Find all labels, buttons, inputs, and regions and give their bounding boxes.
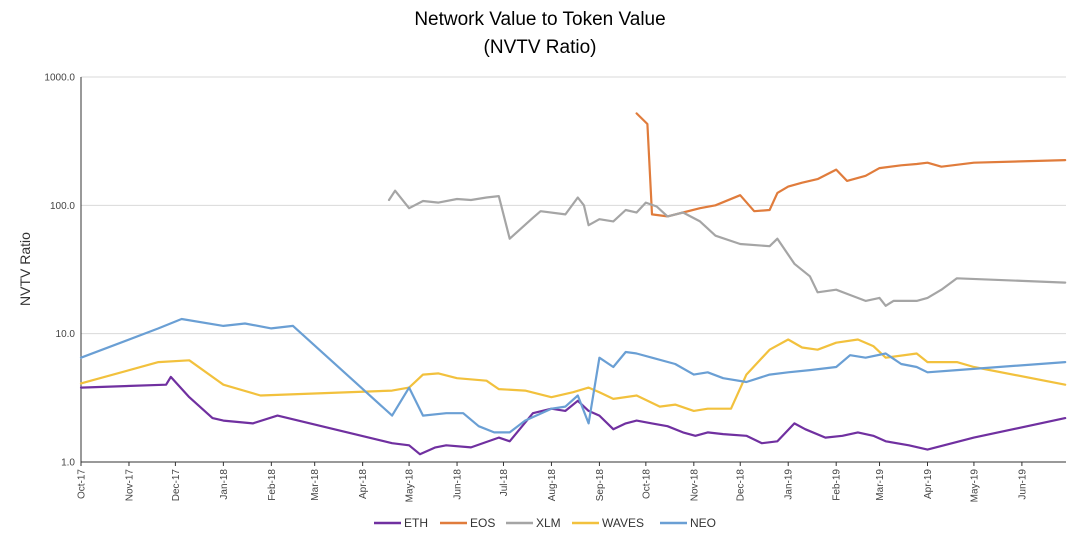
y-tick-label: 1000.0	[44, 73, 75, 84]
x-tick-label: May-18	[405, 469, 416, 503]
series-line-neo	[79, 317, 1067, 434]
x-tick-label: Jul-18	[499, 469, 510, 497]
x-tick-label: Jun-19	[1017, 469, 1028, 500]
legend-label-neo: NEO	[690, 516, 716, 530]
chart-subtitle: (NVTV Ratio)	[483, 37, 597, 58]
chart-title: Network Value to Token Value	[414, 9, 666, 30]
x-tick-label: Mar-19	[875, 469, 886, 501]
legend-label-waves: WAVES	[602, 516, 644, 530]
x-tick-label: Oct-17	[77, 469, 88, 499]
x-tick-label: Apr-19	[923, 469, 934, 499]
x-tick-label: Nov-18	[689, 469, 700, 502]
y-tick-label: 100.0	[50, 201, 75, 212]
series-line-eos	[635, 112, 1067, 218]
legend-label-eth: ETH	[404, 516, 428, 530]
x-tick-label: Sep-18	[595, 469, 606, 502]
x-tick-label: May-19	[969, 469, 980, 503]
series-line-eth	[79, 375, 1067, 456]
x-tick-label: Nov-17	[124, 469, 135, 502]
tick-labels: 1.0 10.0 100.0 1000.0 Oct-17 Nov-17 Dec-17 Jan-…	[44, 73, 1028, 503]
x-tick-label: Feb-19	[832, 469, 843, 501]
x-tick-label: Dec-17	[171, 469, 182, 502]
x-tick-label: Oct-18	[641, 469, 652, 499]
legend: ETH EOS XLM WAVES NEO	[374, 516, 716, 530]
x-tick-label: Feb-18	[267, 469, 278, 501]
legend-label-xlm: XLM	[536, 516, 561, 530]
series-line-waves	[79, 338, 1067, 412]
y-axis-label: NVTV Ratio	[17, 232, 33, 306]
x-tick-label: Jun-18	[453, 469, 464, 500]
axes	[80, 77, 1066, 466]
x-tick-label: Dec-18	[736, 469, 747, 502]
y-tick-label: 10.0	[56, 329, 76, 340]
x-tick-label: Aug-18	[547, 469, 558, 502]
legend-label-eos: EOS	[470, 516, 495, 530]
series-lines	[79, 112, 1067, 456]
x-tick-label: Jan-18	[219, 469, 230, 500]
x-tick-label: Apr-18	[358, 469, 369, 499]
y-tick-label: 1.0	[61, 458, 75, 469]
x-tick-label: Mar-18	[310, 469, 321, 501]
x-tick-label: Jan-19	[784, 469, 795, 500]
gridlines	[81, 76, 1066, 335]
series-line-xlm	[387, 189, 1067, 307]
